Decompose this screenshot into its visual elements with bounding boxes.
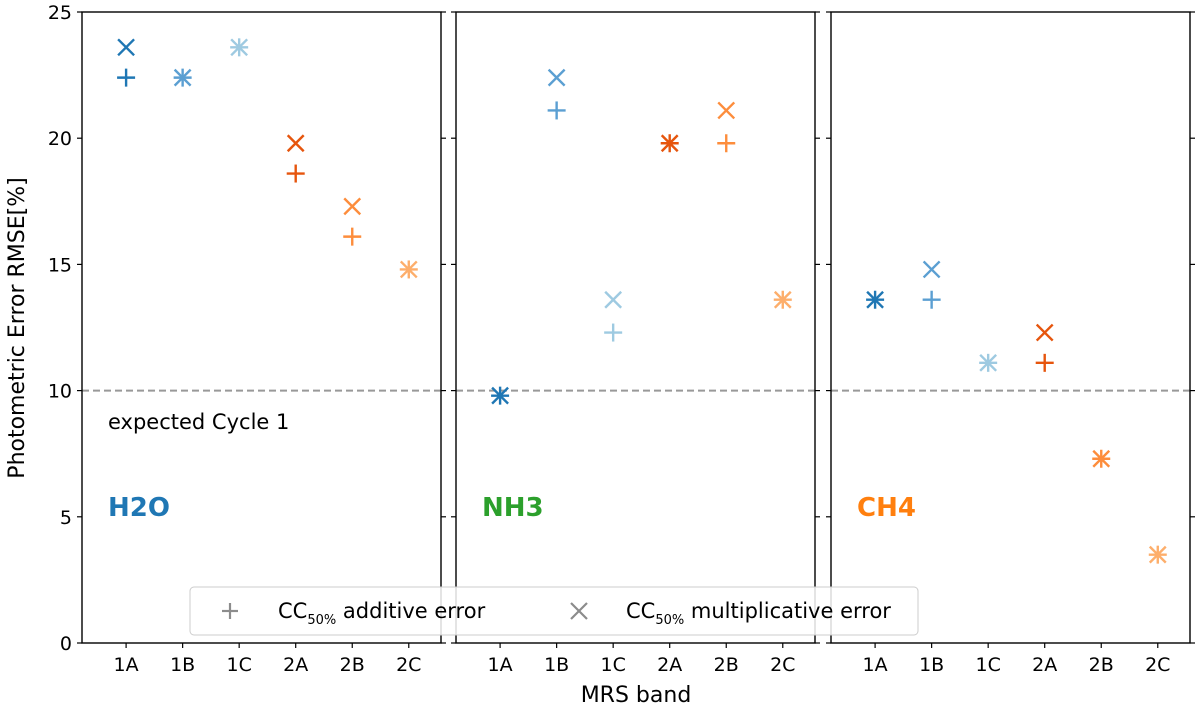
point-multiplicative-ch4-1a <box>866 290 884 309</box>
legend-label-multiplicative: CC50% multiplicative error <box>626 599 891 628</box>
plot-frame-nh3 <box>455 11 816 644</box>
x-tick-label: 1C <box>226 654 251 676</box>
reference-line-label: expected Cycle 1 <box>108 410 289 434</box>
y-tick-label: 5 <box>60 507 72 529</box>
legend-label-additive: CC50% additive error <box>278 599 486 628</box>
y-tick-label: 10 <box>48 381 72 403</box>
legend-entry-multiplicative: CC50% multiplicative error <box>570 599 891 628</box>
y-axis-title: Photometric Error RMSE[%] <box>5 177 30 478</box>
panel-ch4: 1A 1B 1C 2A 2B 2C CH4 <box>826 11 1195 676</box>
x-tick-label: 2C <box>396 654 421 676</box>
panels-group: 0 5 10 15 20 25 1A 1B 1C 2A 2B 2C H2O expected Cycle … <box>48 2 1195 676</box>
panel-label-nh3: NH3 <box>482 493 544 523</box>
x-tick-label: 1B <box>919 654 944 676</box>
point-multiplicative-nh3-2a <box>660 134 679 153</box>
y-tick-label: 20 <box>48 128 72 150</box>
point-additive-h2o-1a <box>117 68 136 87</box>
y-tick-label: 15 <box>48 254 72 276</box>
legend-box <box>189 586 919 636</box>
panel-label-h2o: H2O <box>108 493 170 523</box>
point-multiplicative-h2o-2b <box>343 197 362 216</box>
point-additive-ch4-1b <box>922 290 941 309</box>
x-tick-label: 2B <box>714 654 739 676</box>
x-tick-label: 1B <box>544 654 569 676</box>
x-axis-title: MRS band <box>581 683 692 708</box>
x-tick-label: 1A <box>863 654 888 676</box>
panel-label-ch4: CH4 <box>857 493 916 523</box>
point-multiplicative-nh3-2c <box>773 290 792 309</box>
legend-marker-plus <box>222 603 238 619</box>
x-tick-label: 2A <box>657 654 682 676</box>
point-multiplicative-ch4-1b <box>922 260 941 279</box>
plot-frame-ch4 <box>830 11 1191 644</box>
point-multiplicative-ch4-1c <box>979 353 998 372</box>
x-tick-label: 1B <box>170 654 195 676</box>
x-tick-label: 2B <box>340 654 365 676</box>
point-multiplicative-nh3-1b <box>547 68 566 87</box>
point-additive-nh3-2b <box>717 134 736 153</box>
x-tick-label: 2A <box>1032 654 1057 676</box>
x-tick-label: 1C <box>975 654 1000 676</box>
legend: CC50% additive error CC50% multiplicativ… <box>189 586 919 636</box>
point-multiplicative-nh3-1a <box>491 386 509 405</box>
point-multiplicative-h2o-1c <box>230 38 249 57</box>
x-tick-label: 1C <box>600 654 625 676</box>
y-tick-label: 25 <box>48 2 72 24</box>
x-tick-label: 2A <box>283 654 308 676</box>
x-tick-label: 1A <box>488 654 513 676</box>
point-multiplicative-ch4-2a <box>1035 323 1054 342</box>
point-multiplicative-ch4-2b <box>1092 449 1111 468</box>
panel-nh3: 1A 1B 1C 2A 2B 2C NH3 <box>451 11 820 676</box>
point-multiplicative-h2o-2a <box>286 134 305 153</box>
point-additive-h2o-2b <box>343 227 362 246</box>
x-tick-label: 1A <box>114 654 139 676</box>
panel-h2o: 0 5 10 15 20 25 1A 1B 1C 2A 2B 2C H2O expected Cycle … <box>48 2 446 676</box>
plot-frame-h2o <box>81 11 442 644</box>
point-multiplicative-nh3-1c <box>604 290 623 309</box>
point-multiplicative-h2o-2c <box>399 260 418 279</box>
point-multiplicative-h2o-1b <box>173 68 192 87</box>
legend-marker-x <box>570 602 588 620</box>
point-multiplicative-ch4-2c <box>1148 545 1167 564</box>
point-multiplicative-h2o-1a <box>117 38 135 57</box>
point-multiplicative-nh3-2b <box>717 101 736 120</box>
point-additive-nh3-1b <box>547 101 566 120</box>
x-tick-label: 2C <box>1145 654 1170 676</box>
y-tick-label: 0 <box>60 633 72 655</box>
legend-entry-additive: CC50% additive error <box>222 599 486 628</box>
point-additive-h2o-2a <box>286 164 305 183</box>
point-additive-ch4-2a <box>1035 353 1054 372</box>
x-tick-label: 2B <box>1089 654 1114 676</box>
x-tick-label: 2C <box>770 654 795 676</box>
point-additive-nh3-1c <box>604 323 623 342</box>
